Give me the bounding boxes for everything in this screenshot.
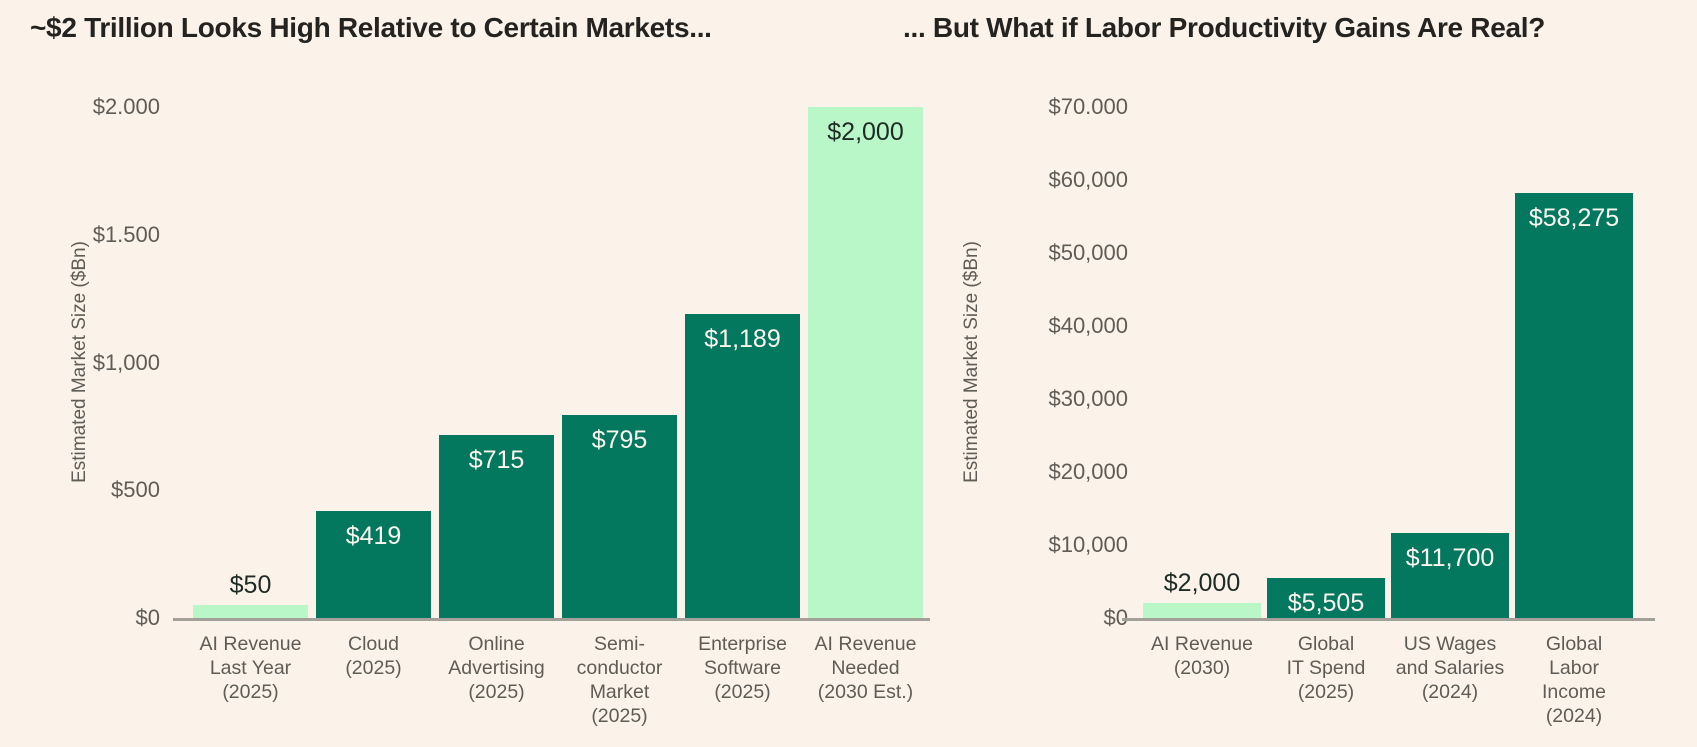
x-axis-category-label: Cloud (2025) — [316, 632, 431, 728]
x-axis-category-line: Income — [1542, 681, 1606, 703]
x-axis-category-line: IT Spend — [1286, 657, 1366, 679]
x-axis-category-line: AI Revenue — [814, 633, 917, 655]
x-axis-category-line: Enterprise — [698, 633, 787, 655]
y-axis-tick-label: $1.500 — [92, 221, 160, 247]
bar-value-label: $11,700 — [1405, 544, 1495, 572]
right-bars: $2,000 $5,505 $11,700 $58,275 — [1143, 193, 1633, 618]
bar: $715 — [439, 435, 554, 618]
x-axis-category-line: Global — [1297, 633, 1355, 655]
y-axis-tick-label: $50,000 — [1048, 240, 1128, 265]
bar: $419 — [316, 511, 431, 618]
x-axis-category-label: AI Revenue Needed (2030 Est.) — [808, 632, 923, 728]
x-axis-category-line: Advertising — [448, 657, 545, 679]
left-chart-title: ~$2 Trillion Looks High Relative to Cert… — [30, 12, 712, 43]
x-axis-category-line: (2025) — [468, 681, 525, 703]
x-axis-category-line: Semi- — [594, 633, 645, 655]
x-axis-category-line: conductor — [576, 657, 663, 679]
bar-value-label: $419 — [345, 522, 402, 550]
bar: $5,505 — [1267, 578, 1385, 618]
bar-value-label: $795 — [591, 426, 648, 454]
x-axis-category-label: AI Revenue (2030) — [1143, 632, 1261, 728]
y-axis-tick-label: $10,000 — [1048, 532, 1128, 557]
x-axis-category-line: Market — [589, 681, 650, 703]
x-axis-category-line: Software — [704, 657, 781, 679]
left-bars: $50 $419 $715 $795 $1,189 $2,000 — [193, 107, 923, 618]
right-y-axis-label: Estimated Market Size ($Bn) — [961, 241, 982, 483]
x-axis-category-line: (2024) — [1545, 705, 1603, 727]
x-axis-category-line: (2025) — [222, 681, 279, 703]
y-axis-tick-label: $30,000 — [1048, 386, 1128, 411]
bar-value-label: $715 — [468, 446, 525, 474]
y-axis-tick-label: $60,000 — [1048, 167, 1128, 192]
x-axis-category-line: Labor — [1549, 657, 1599, 679]
x-axis-category-label: Enterprise Software (2025) — [685, 632, 800, 728]
bar: $11,700 — [1391, 533, 1509, 618]
y-axis-tick-label: $0 — [1103, 605, 1128, 630]
bar: $2,000 — [808, 107, 923, 618]
bar-value-label: $58,275 — [1528, 204, 1620, 232]
x-axis-category-label: AI Revenue Last Year (2025) — [193, 632, 308, 728]
bar-value-label: $50 — [229, 571, 272, 599]
x-axis-category-label: Global IT Spend (2025) — [1267, 632, 1385, 728]
x-axis-category-line: (2030 Est.) — [817, 681, 914, 703]
bar-value-label: $5,505 — [1287, 589, 1365, 617]
y-axis-tick-label: $20,000 — [1048, 459, 1128, 484]
x-axis-category-line: (2025) — [591, 705, 648, 727]
bar-value-label: $1,189 — [704, 325, 781, 353]
bar: $1,189 — [685, 314, 800, 618]
left-x-axis-line — [173, 618, 930, 621]
bar: $2,000 — [1143, 569, 1261, 618]
x-axis-category-line: (2025) — [345, 657, 402, 679]
x-axis-category-line: Global — [1545, 633, 1603, 655]
y-axis-tick-label: $1,000 — [92, 349, 160, 375]
left-plot-area: $50 $419 $715 $795 $1,189 $2,000 — [173, 107, 930, 621]
bar-value-label: $2,000 — [1163, 569, 1241, 597]
bar: $50 — [193, 571, 308, 618]
x-axis-category-line: and Salaries — [1395, 657, 1505, 679]
y-axis-tick-label: $40,000 — [1048, 313, 1128, 338]
x-axis-category-line: Online — [468, 633, 525, 655]
x-axis-category-line: AI Revenue — [1151, 633, 1253, 655]
x-axis-category-line: US Wages — [1403, 633, 1497, 655]
x-axis-category-line: Last Year — [209, 657, 292, 679]
left-x-axis: AI Revenue Last Year (2025) Cloud (2025) Onli… — [193, 632, 923, 728]
bar-value-label: $2,000 — [827, 118, 904, 146]
y-axis-tick-label: $0 — [135, 605, 160, 630]
x-axis-category-label: Global Labor Income (2024) — [1515, 632, 1633, 728]
right-plot-area: $2,000 $5,505 $11,700 $58,275 — [1122, 107, 1655, 621]
bar: $58,275 — [1515, 193, 1633, 618]
x-axis-category-line: Cloud — [348, 633, 399, 655]
x-axis-category-label: Online Advertising (2025) — [439, 632, 554, 728]
x-axis-category-line: (2025) — [714, 681, 771, 703]
y-axis-tick-label: $500 — [111, 477, 160, 503]
x-axis-category-line: (2024) — [1421, 681, 1479, 703]
right-chart-title: ... But What if Labor Productivity Gains… — [903, 12, 1546, 43]
x-axis-category-line: (2030) — [1173, 657, 1231, 679]
bar: $795 — [562, 415, 677, 618]
x-axis-category-line: AI Revenue — [199, 633, 302, 655]
x-axis-category-line: (2025) — [1297, 681, 1355, 703]
y-axis-tick-label: $70.000 — [1048, 94, 1128, 119]
right-x-axis: AI Revenue (2030) Global IT Spend (2025) US W… — [1143, 632, 1633, 728]
y-axis-tick-label: $2.000 — [92, 94, 160, 119]
x-axis-category-label: US Wages and Salaries (2024) — [1391, 632, 1509, 728]
x-axis-category-label: Semi-conductor Market (2025) — [562, 632, 677, 728]
x-axis-category-line: Needed — [831, 657, 900, 679]
right-x-axis-line — [1122, 618, 1655, 621]
